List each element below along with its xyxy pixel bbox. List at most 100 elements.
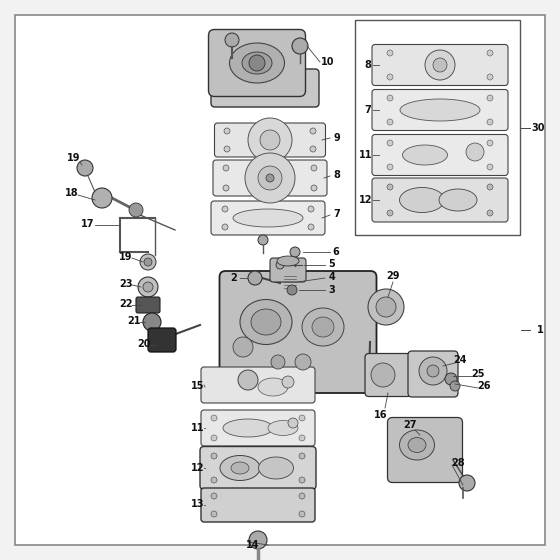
Ellipse shape: [439, 189, 477, 211]
FancyBboxPatch shape: [201, 367, 315, 403]
Circle shape: [238, 370, 258, 390]
FancyBboxPatch shape: [372, 134, 508, 175]
Circle shape: [144, 258, 152, 266]
Circle shape: [266, 174, 274, 182]
Circle shape: [211, 511, 217, 517]
Text: 25: 25: [472, 369, 485, 379]
Circle shape: [248, 118, 292, 162]
Text: 19: 19: [119, 252, 133, 262]
Circle shape: [211, 415, 217, 421]
Circle shape: [466, 143, 484, 161]
FancyBboxPatch shape: [408, 351, 458, 397]
Ellipse shape: [408, 437, 426, 452]
Ellipse shape: [231, 462, 249, 474]
FancyBboxPatch shape: [365, 353, 411, 396]
Circle shape: [387, 184, 393, 190]
Text: 20: 20: [137, 339, 151, 349]
FancyBboxPatch shape: [372, 178, 508, 222]
Circle shape: [211, 493, 217, 499]
Circle shape: [387, 210, 393, 216]
Text: 18: 18: [65, 188, 79, 198]
Circle shape: [224, 146, 230, 152]
Circle shape: [487, 140, 493, 146]
Ellipse shape: [403, 145, 447, 165]
FancyBboxPatch shape: [214, 123, 325, 157]
Circle shape: [271, 355, 285, 369]
Ellipse shape: [258, 378, 288, 396]
Text: 24: 24: [453, 355, 466, 365]
Ellipse shape: [230, 43, 284, 83]
Circle shape: [223, 165, 229, 171]
Text: 8: 8: [365, 60, 371, 70]
Circle shape: [299, 477, 305, 483]
Text: 2: 2: [231, 273, 237, 283]
Circle shape: [308, 224, 314, 230]
Ellipse shape: [223, 419, 273, 437]
FancyBboxPatch shape: [136, 297, 160, 313]
Circle shape: [311, 185, 317, 191]
FancyBboxPatch shape: [213, 160, 327, 196]
Circle shape: [387, 164, 393, 170]
Ellipse shape: [251, 309, 281, 335]
Ellipse shape: [277, 256, 299, 266]
Circle shape: [299, 435, 305, 441]
Text: 5: 5: [329, 259, 335, 269]
Circle shape: [249, 55, 265, 71]
Text: 12: 12: [192, 463, 205, 473]
Text: 21: 21: [127, 316, 141, 326]
Circle shape: [222, 206, 228, 212]
Ellipse shape: [312, 317, 334, 337]
Ellipse shape: [302, 308, 344, 346]
Circle shape: [245, 153, 295, 203]
Ellipse shape: [399, 430, 435, 460]
Text: 22: 22: [119, 299, 133, 309]
Circle shape: [310, 146, 316, 152]
Text: 15: 15: [192, 381, 205, 391]
Ellipse shape: [400, 99, 480, 121]
FancyBboxPatch shape: [201, 488, 315, 522]
FancyBboxPatch shape: [148, 328, 176, 352]
Circle shape: [290, 247, 300, 257]
Circle shape: [292, 38, 308, 54]
Text: 6: 6: [333, 247, 339, 257]
Circle shape: [299, 511, 305, 517]
Text: 27: 27: [403, 420, 417, 430]
Circle shape: [143, 282, 153, 292]
Circle shape: [211, 453, 217, 459]
Ellipse shape: [399, 188, 445, 212]
FancyBboxPatch shape: [372, 90, 508, 130]
Circle shape: [487, 119, 493, 125]
Circle shape: [258, 166, 282, 190]
Ellipse shape: [268, 421, 298, 436]
Circle shape: [140, 254, 156, 270]
Ellipse shape: [233, 209, 303, 227]
Circle shape: [211, 435, 217, 441]
Circle shape: [223, 185, 229, 191]
Circle shape: [282, 376, 294, 388]
Text: 10: 10: [321, 57, 335, 67]
FancyBboxPatch shape: [201, 410, 315, 446]
Text: 13: 13: [192, 499, 205, 509]
Circle shape: [143, 313, 161, 331]
Circle shape: [299, 453, 305, 459]
Circle shape: [308, 206, 314, 212]
Circle shape: [459, 475, 475, 491]
Circle shape: [233, 337, 253, 357]
Circle shape: [387, 119, 393, 125]
Text: 11: 11: [360, 150, 373, 160]
FancyBboxPatch shape: [220, 271, 376, 393]
Circle shape: [433, 58, 447, 72]
Circle shape: [260, 130, 280, 150]
Text: 4: 4: [329, 272, 335, 282]
Ellipse shape: [259, 457, 293, 479]
Circle shape: [287, 285, 297, 295]
Text: 19: 19: [67, 153, 81, 163]
Circle shape: [427, 365, 439, 377]
Text: 23: 23: [119, 279, 133, 289]
Circle shape: [376, 297, 396, 317]
Circle shape: [224, 128, 230, 134]
Ellipse shape: [242, 52, 272, 74]
FancyBboxPatch shape: [270, 258, 306, 282]
Text: 29: 29: [386, 271, 400, 281]
Circle shape: [487, 95, 493, 101]
